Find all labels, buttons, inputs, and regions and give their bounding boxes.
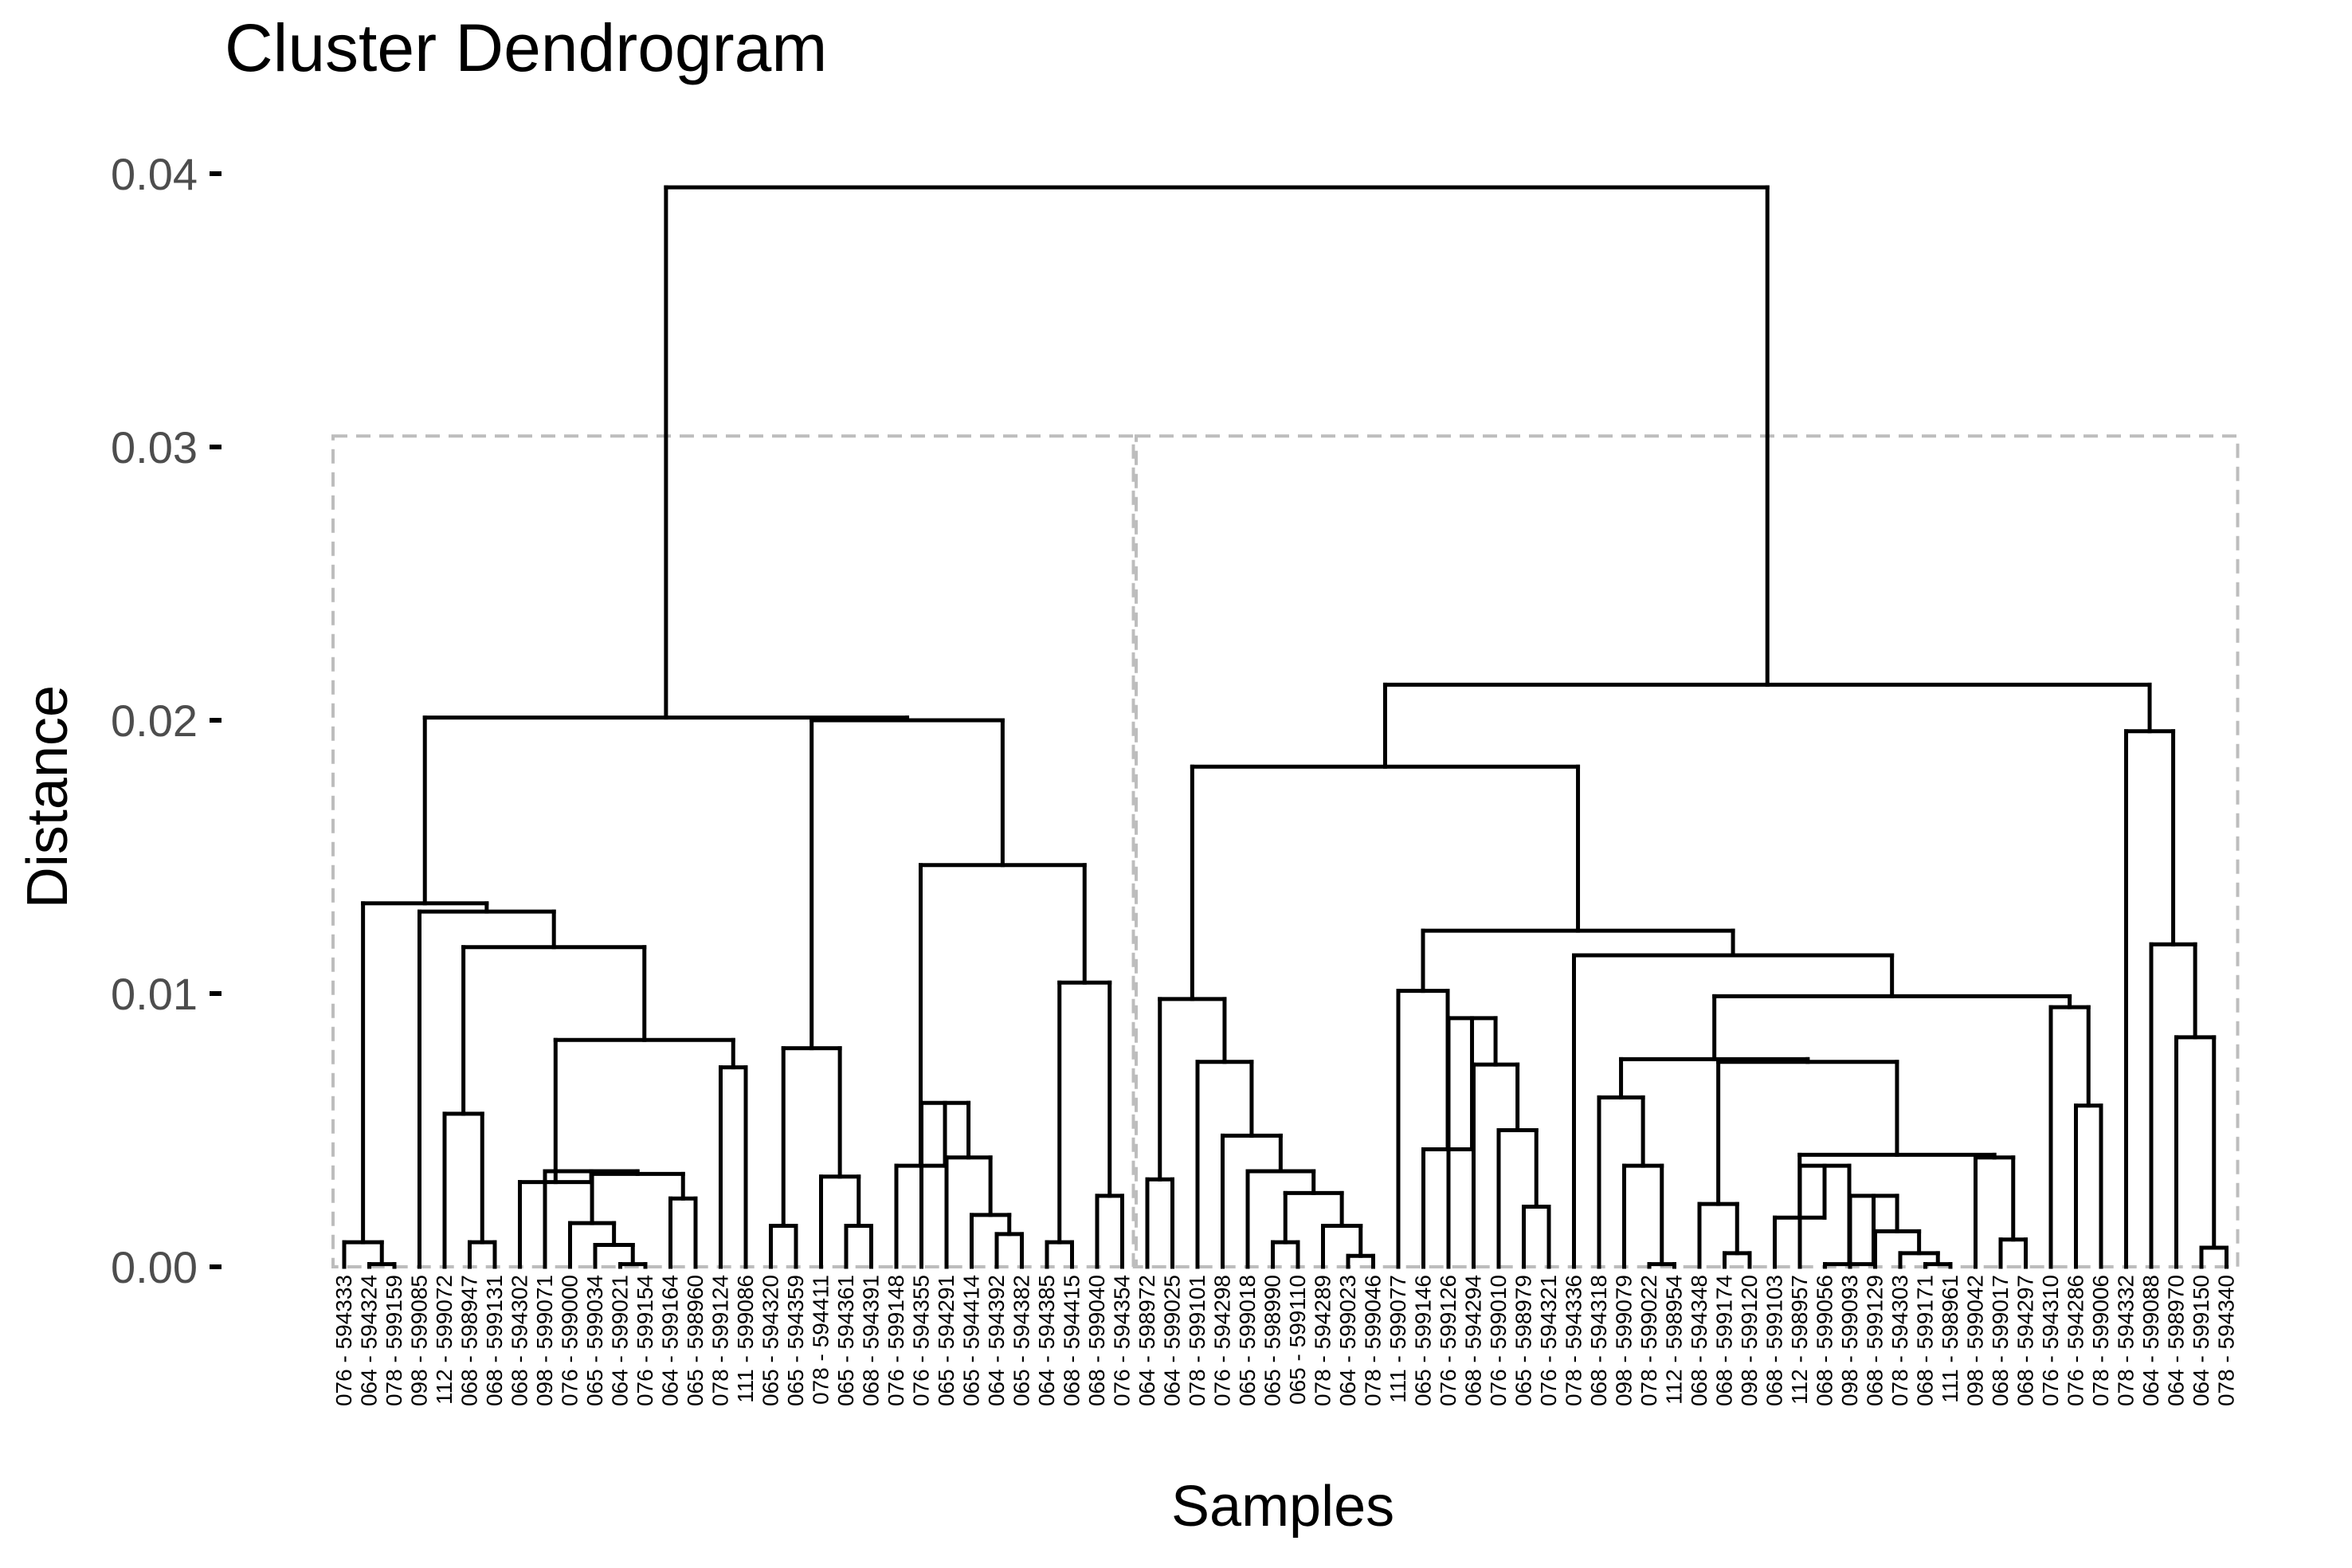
leaf-label: 078 - 599159	[382, 1275, 406, 1406]
leaf-label: 076 - 594321	[1536, 1275, 1561, 1406]
leaf-label: 076 - 599010	[1486, 1275, 1511, 1406]
leaf-label: 112 - 598957	[1787, 1275, 1812, 1405]
leaf-label: 065 - 594361	[833, 1275, 858, 1406]
leaf-label: 078 - 599006	[2088, 1275, 2113, 1406]
leaf-label: 098 - 599120	[1737, 1275, 1762, 1406]
leaf-label: 068 - 594302	[508, 1275, 532, 1406]
leaf-label: 076 - 594355	[909, 1275, 934, 1406]
leaf-label: 078 - 594303	[1887, 1275, 1912, 1406]
x-axis-label: Samples	[1171, 1475, 1395, 1539]
leaf-label: 064 - 594385	[1034, 1275, 1059, 1406]
leaf-label: 076 - 594286	[2064, 1275, 2088, 1406]
leaf-label: 065 - 599146	[1411, 1275, 1436, 1406]
leaf-label: 064 - 594324	[357, 1275, 382, 1406]
leaf-label: 098 - 599093	[1837, 1275, 1862, 1406]
leaf-label: 065 - 594359	[783, 1275, 808, 1406]
leaf-label: 065 - 599034	[582, 1275, 607, 1406]
dendrogram-branches	[342, 185, 2229, 1269]
leaf-label: 065 - 594291	[934, 1275, 958, 1406]
leaf-label: 065 - 598979	[1511, 1275, 1536, 1406]
cluster-box	[1135, 434, 2240, 1268]
leaf-label: 068 - 599040	[1084, 1275, 1109, 1406]
leaf-label: 068 - 599129	[1863, 1275, 1887, 1406]
leaf-label: 111 - 599077	[1386, 1275, 1410, 1403]
leaf-label: 078 - 594336	[1562, 1275, 1586, 1406]
leaf-label: 078 - 599124	[708, 1275, 733, 1406]
leaf-label: 068 - 599056	[1813, 1275, 1837, 1406]
leaf-label: 065 - 598990	[1260, 1275, 1285, 1406]
leaf-label: 068 - 598947	[457, 1275, 482, 1406]
leaf-label: 111 - 598961	[1938, 1275, 1962, 1403]
leaf-label: 068 - 599103	[1762, 1275, 1787, 1406]
leaf-label: 076 - 599000	[558, 1275, 582, 1406]
leaf-label: 098 - 599042	[1963, 1275, 1988, 1406]
leaf-label: 076 - 594298	[1210, 1275, 1235, 1406]
y-tick-label: 0.04	[111, 149, 198, 199]
leaf-label: 064 - 599023	[1335, 1275, 1360, 1406]
leaf-label: 076 - 594333	[331, 1275, 356, 1406]
y-tick-label: 0.02	[111, 696, 198, 746]
leaf-label: 068 - 594391	[859, 1275, 884, 1406]
leaf-label: 078 - 599022	[1637, 1275, 1661, 1406]
y-axis: 0.00 0.01 0.02 0.03 0.04	[111, 149, 221, 1292]
leaf-label: 065 - 598960	[683, 1275, 708, 1406]
leaf-label: 064 - 599021	[608, 1275, 633, 1406]
leaf-label: 078 - 599101	[1185, 1275, 1209, 1406]
leaf-label: 078 - 594411	[809, 1275, 833, 1405]
leaf-label: 065 - 594320	[759, 1275, 783, 1406]
leaf-label: 098 - 599071	[532, 1275, 557, 1406]
leaf-label: 065 - 594414	[959, 1275, 984, 1406]
leaf-label: 098 - 599085	[407, 1275, 432, 1406]
leaf-label: 065 - 599018	[1235, 1275, 1260, 1406]
leaf-label: 112 - 598954	[1662, 1275, 1687, 1405]
leaf-label: 064 - 599164	[658, 1275, 683, 1406]
leaf-label: 112 - 599072	[432, 1275, 457, 1405]
leaf-label: 068 - 599131	[482, 1275, 507, 1406]
leaf-label: 068 - 599174	[1712, 1275, 1737, 1406]
leaf-label: 065 - 599110	[1285, 1275, 1310, 1405]
leaf-label: 068 - 594348	[1687, 1275, 1711, 1406]
leaf-label: 068 - 594318	[1586, 1275, 1611, 1406]
y-tick-label: 0.03	[111, 422, 198, 472]
leaf-label: 068 - 599017	[1988, 1275, 2013, 1406]
leaf-labels: 076 - 594333 064 - 594324 078 - 599159 098 …	[331, 1275, 2239, 1406]
leaf-label: 078 - 599046	[1361, 1275, 1386, 1406]
leaf-label: 068 - 594294	[1461, 1275, 1486, 1406]
leaf-label: 078 - 594289	[1311, 1275, 1335, 1406]
leaf-label: 064 - 599150	[2189, 1275, 2213, 1406]
leaf-label: 078 - 594340	[2214, 1275, 2239, 1406]
leaf-label: 098 - 599079	[1612, 1275, 1637, 1406]
leaf-label: 078 - 594332	[2114, 1275, 2138, 1406]
leaf-label: 076 - 599126	[1436, 1275, 1460, 1406]
y-tick-label: 0.00	[111, 1242, 198, 1292]
leaf-label: 068 - 594297	[2013, 1275, 2038, 1406]
cluster-box	[331, 434, 1135, 1268]
leaf-label: 076 - 599154	[633, 1275, 657, 1406]
leaf-label: 068 - 599171	[1913, 1275, 1938, 1406]
leaf-label: 076 - 594354	[1110, 1275, 1135, 1406]
cluster-boxes	[331, 434, 2240, 1268]
leaf-label: 064 - 599025	[1160, 1275, 1185, 1406]
leaf-label: 064 - 599088	[2138, 1275, 2163, 1406]
y-tick-label: 0.01	[111, 969, 198, 1019]
chart-title: Cluster Dendrogram	[225, 10, 828, 85]
leaf-label: 068 - 594415	[1060, 1275, 1084, 1406]
leaf-label: 076 - 594310	[2038, 1275, 2063, 1406]
leaf-label: 076 - 599148	[884, 1275, 908, 1406]
leaf-label: 064 - 594392	[984, 1275, 1009, 1406]
leaf-label: 065 - 594382	[1009, 1275, 1034, 1406]
leaf-label: 111 - 599086	[733, 1275, 758, 1403]
leaf-label: 064 - 598970	[2164, 1275, 2189, 1406]
leaf-label: 064 - 598972	[1135, 1275, 1159, 1406]
